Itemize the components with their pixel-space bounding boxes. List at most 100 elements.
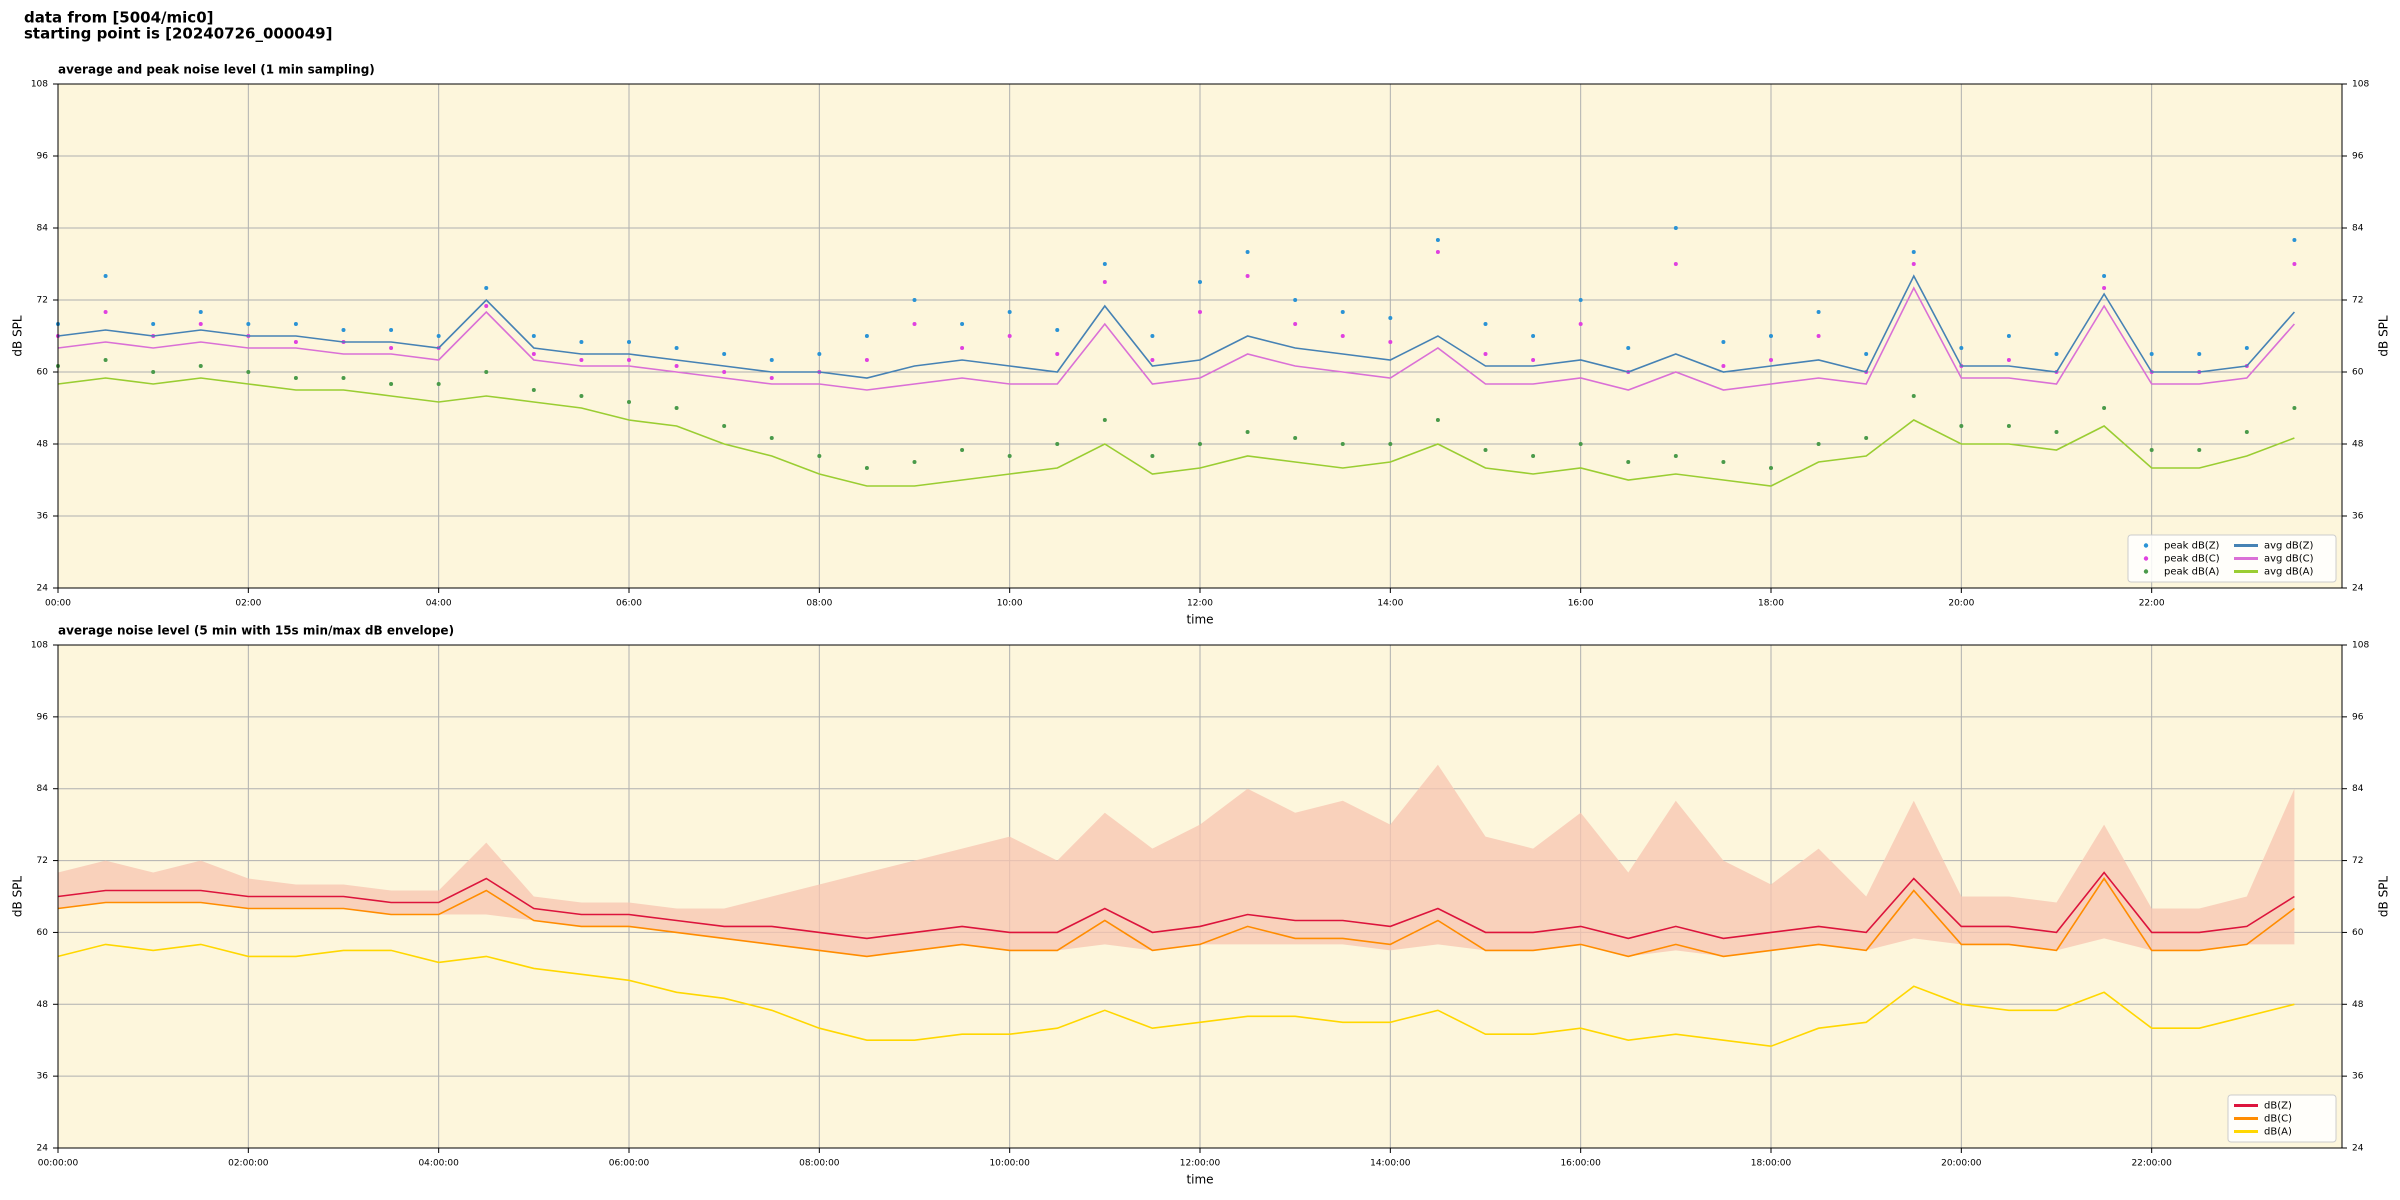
y-tick-label: 72 [37,296,48,306]
legend-label: dB(A) [2264,1127,2292,1138]
peak-point [1911,262,1916,266]
peak-point [1245,274,1250,278]
x-tick-label: 00:00 [45,599,71,609]
peak-point [484,370,489,374]
x-tick-label: 16:00 [1568,599,1594,609]
peak-point [1055,328,1060,332]
peak-point [1150,358,1155,362]
x-tick-label: 08:00:00 [799,1159,840,1169]
x-tick-label: 08:00 [806,599,832,609]
peak-point [1816,334,1821,338]
axes-frame [57,83,2343,589]
legend-marker [2143,569,2149,574]
peak-point [864,334,869,338]
legend-label: avg dB(A) [2264,567,2314,578]
peak-point [627,340,631,344]
peak-point [1911,394,1916,398]
peak-point [769,358,774,362]
peak-point [293,322,298,326]
peak-point [246,322,251,326]
y-tick-label: 60 [2352,368,2364,378]
peak-point [1959,424,1964,428]
x-tick-label: 04:00 [426,599,452,609]
peak-point [817,454,822,458]
peak-point [198,364,203,368]
x-tick-label: 00:00:00 [38,1159,79,1169]
peak-point [2292,238,2297,242]
y-tick-label: 72 [2352,856,2363,866]
x-axis-label: time [1186,613,1213,627]
peak-point [1340,310,1345,314]
series-line [57,871,2295,940]
x-tick-label: 16:00:00 [1560,1159,1601,1169]
x-tick-label: 20:00 [1948,599,1974,609]
peak-point [1055,442,1060,446]
peak-point [1911,250,1916,254]
peak-point [2149,352,2154,356]
x-tick-label: 06:00:00 [609,1159,650,1169]
peak-point [1483,322,1488,326]
x-tick-label: 18:00 [1758,599,1784,609]
legend-label: peak dB(A) [2164,567,2220,578]
peak-point [1769,334,1773,338]
peak-point [1388,340,1393,344]
chart-title: average and peak noise level (1 min samp… [58,63,375,77]
peak-point [1673,262,1678,266]
peak-point [2197,448,2202,452]
peak-point [484,304,489,308]
peak-point [1483,352,1488,356]
y-tick-label: 96 [2352,152,2364,162]
peak-point [1198,442,1202,446]
peak-point [2102,274,2107,278]
peak-point [198,322,203,326]
legend-label: peak dB(Z) [2164,541,2220,552]
peak-point [674,406,679,410]
peak-point [960,322,965,326]
header-line: data from [5004/mic0] [24,9,214,27]
peak-point [722,352,727,356]
peak-point [246,370,251,374]
peak-point [579,358,584,362]
x-tick-label: 10:00:00 [989,1159,1030,1169]
peak-point [389,328,394,332]
y-tick-label: 84 [37,224,49,234]
envelope-band [58,764,2295,957]
y-tick-label: 60 [2352,928,2364,938]
peak-point [2292,406,2297,410]
x-axis-label: time [1186,1173,1213,1187]
legend-label: dB(Z) [2264,1101,2292,1112]
peak-point [1102,262,1107,266]
peak-point [1198,280,1202,284]
peak-point [151,370,156,374]
axes-frame [57,644,2343,1149]
peak-point [1245,250,1250,254]
y-tick-label: 36 [2352,512,2364,522]
peak-point [2244,346,2249,350]
series-line [57,286,2296,391]
peak-point [769,376,774,380]
peak-point [2102,406,2107,410]
peak-point [436,334,441,338]
x-tick-label: 20:00:00 [1941,1159,1982,1169]
y-axis-label: dB SPL [11,876,25,918]
peak-point [769,436,774,440]
peak-point [1293,298,1298,302]
x-tick-label: 12:00:00 [1180,1159,1221,1169]
peak-point [1435,238,1440,242]
peak-point [2102,286,2107,290]
peak-point [1721,340,1726,344]
peak-point [1816,310,1821,314]
x-tick-label: 04:00:00 [418,1159,459,1169]
y-tick-label: 108 [31,80,48,90]
peak-point [1007,454,1012,458]
peak-point [1531,334,1536,338]
y-tick-label: 108 [2352,641,2369,651]
peak-point [341,376,346,380]
peak-point [1578,298,1583,302]
y-tick-label: 36 [37,1072,49,1082]
peak-point [436,382,441,386]
peak-point [1340,334,1345,338]
peak-point [2197,352,2202,356]
x-tick-label: 12:00 [1187,599,1213,609]
